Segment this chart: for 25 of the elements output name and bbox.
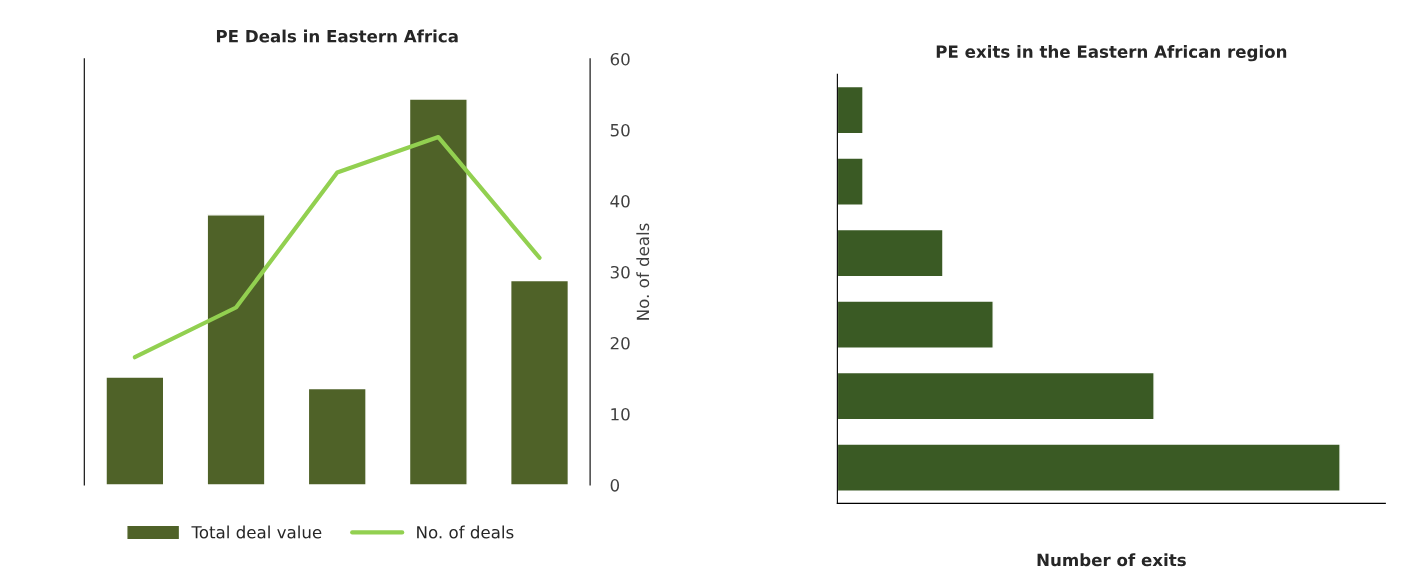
bar	[837, 85, 864, 135]
line-series	[132, 134, 542, 360]
chart-title: PE exits in the Eastern African region	[936, 45, 1287, 62]
legend-label: Total deal value	[191, 525, 322, 539]
bar	[837, 157, 864, 206]
y-tick-label: 40	[610, 194, 630, 208]
legend-label: No. of deals	[417, 525, 514, 539]
bar	[837, 443, 1341, 492]
y-tick-label: 20	[610, 336, 630, 350]
bar	[837, 300, 994, 349]
bar	[837, 371, 1155, 421]
bar	[408, 98, 468, 486]
y-tick-label: 10	[611, 407, 630, 421]
bar	[837, 228, 944, 278]
y-tick-label: 30	[610, 265, 630, 279]
chart-title: PE Deals in Eastern Africa	[216, 29, 458, 43]
bar	[105, 376, 165, 486]
x-axis-title: Number of exits	[1037, 553, 1186, 567]
y-tick-label: 50	[610, 123, 630, 137]
bar	[509, 279, 570, 486]
y-tick-label: 0	[610, 479, 620, 492]
bar	[307, 387, 367, 486]
bar	[206, 214, 266, 486]
y-tick-label: 60	[610, 52, 630, 66]
y-axis-title: No. of deals	[636, 223, 650, 320]
